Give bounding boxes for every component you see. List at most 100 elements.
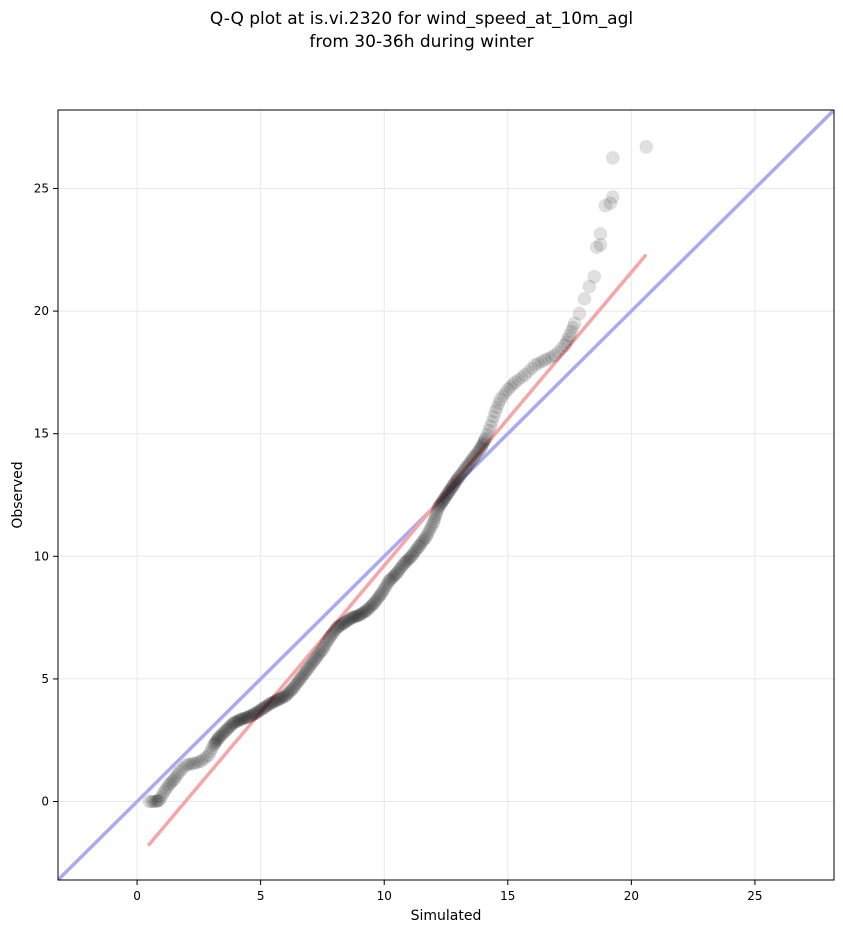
data-point [443, 483, 457, 497]
data-point [210, 733, 224, 747]
data-point [425, 517, 439, 531]
data-point [322, 630, 337, 645]
data-point [378, 580, 392, 594]
data-point [194, 754, 209, 769]
chart-title-line-1: Q-Q plot at is.vi.2320 for wind_speed_at… [209, 9, 634, 29]
data-point [377, 582, 391, 596]
data-point [383, 573, 397, 587]
y-tick-label: 10 [34, 549, 49, 563]
data-point [561, 332, 575, 346]
data-point [166, 774, 180, 788]
data-point [240, 710, 254, 724]
data-point [142, 794, 157, 809]
data-point [354, 607, 368, 621]
data-point [275, 691, 289, 705]
data-point [485, 414, 499, 428]
data-point [299, 664, 313, 678]
data-point [442, 484, 456, 498]
data-point [426, 514, 441, 529]
data-point [220, 722, 234, 736]
data-point [296, 669, 310, 683]
data-point [456, 464, 470, 478]
data-point [387, 569, 401, 583]
data-point [331, 620, 345, 634]
data-point [148, 794, 163, 809]
data-point [261, 698, 275, 712]
data-point [446, 479, 460, 493]
data-point [312, 647, 326, 661]
data-point [244, 709, 258, 723]
data-point [440, 488, 454, 502]
data-point [364, 600, 378, 614]
data-point [357, 605, 371, 619]
data-point [429, 508, 443, 522]
data-point [480, 428, 494, 442]
data-point [228, 715, 242, 729]
data-point [531, 356, 545, 370]
data-point [325, 627, 339, 641]
data-point [243, 709, 257, 723]
data-point [418, 531, 432, 545]
data-point [280, 688, 294, 702]
y-tick-label: 25 [34, 181, 49, 195]
data-point [369, 594, 383, 608]
data-point [257, 701, 271, 715]
data-point [334, 618, 348, 632]
data-point [355, 607, 369, 621]
data-point [493, 392, 508, 407]
data-point [465, 453, 479, 467]
data-point [431, 500, 446, 515]
data-point [336, 616, 350, 630]
grid [58, 110, 834, 880]
data-point [593, 237, 608, 252]
data-point [423, 522, 437, 536]
x-tick-label: 15 [500, 889, 515, 903]
x-axis-label: Simulated [411, 908, 482, 924]
data-point [445, 481, 459, 495]
data-point [309, 651, 323, 665]
x-tick-label: 10 [377, 889, 392, 903]
data-point [460, 459, 474, 473]
data-point [350, 609, 364, 623]
data-point [318, 638, 332, 652]
data-point [462, 456, 476, 470]
data-point [441, 485, 456, 500]
data-point [150, 794, 164, 808]
axis-ticks: 0 5 10 15 20 25 0 5 10 15 20 25 [34, 181, 763, 903]
data-point [432, 499, 446, 513]
data-point [278, 689, 293, 704]
data-point [359, 603, 374, 618]
data-point [411, 541, 425, 555]
data-point [492, 396, 506, 410]
data-point [199, 750, 213, 764]
data-point [564, 325, 578, 339]
data-point [411, 539, 426, 554]
data-point [447, 477, 461, 491]
data-point [455, 466, 469, 480]
data-point [436, 492, 451, 507]
data-point [313, 646, 327, 660]
data-point [365, 598, 379, 612]
data-point [341, 613, 355, 627]
data-point [291, 675, 305, 689]
data-point [349, 609, 363, 623]
data-point [475, 438, 489, 452]
data-point [152, 793, 167, 808]
data-point [395, 560, 409, 574]
data-point [361, 602, 375, 616]
data-point [161, 780, 175, 794]
data-point [307, 654, 321, 668]
data-point [273, 692, 287, 706]
data-point [159, 782, 173, 796]
reference-lines [58, 110, 834, 880]
data-point [393, 562, 407, 576]
data-point [208, 737, 222, 751]
data-point [403, 551, 417, 565]
data-point [399, 554, 413, 568]
data-point [201, 747, 216, 762]
data-point [372, 589, 386, 603]
data-point [389, 566, 404, 581]
data-point [294, 670, 308, 684]
data-point [417, 533, 431, 547]
data-point [263, 696, 278, 711]
